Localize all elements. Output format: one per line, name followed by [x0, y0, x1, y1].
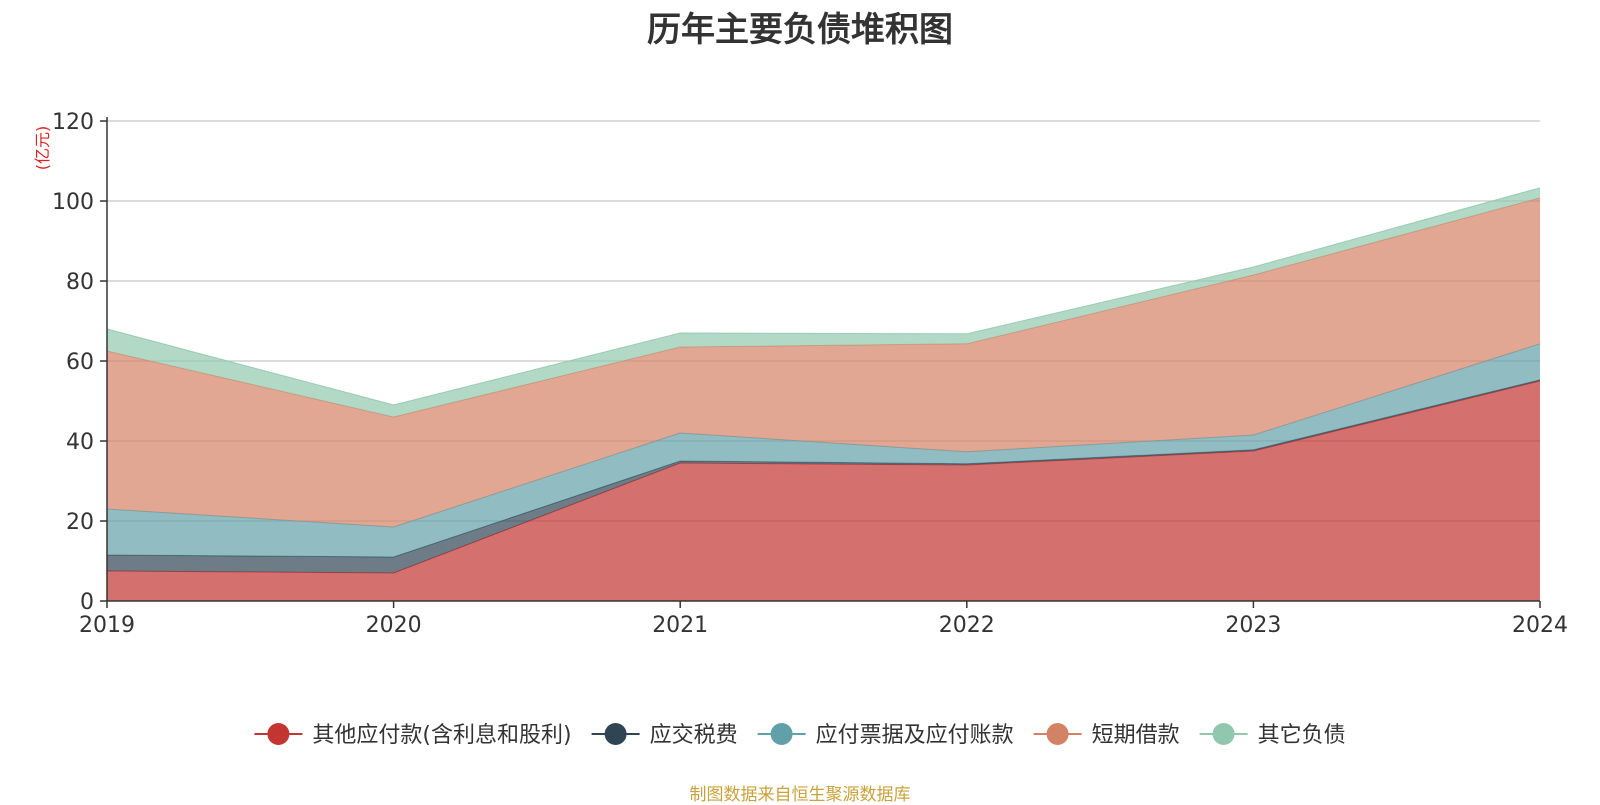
- legend-marker: [1046, 723, 1069, 745]
- y-tick-label: 80: [66, 270, 94, 295]
- x-tick-label: 2024: [1512, 613, 1568, 638]
- chart-title: 历年主要负债堆积图: [647, 10, 953, 50]
- y-tick-label: 20: [66, 510, 94, 535]
- source-note: 制图数据来自恒生聚源数据库: [689, 785, 911, 805]
- legend-label: 短期借款: [1092, 723, 1180, 748]
- legend-item-2[interactable]: 应交税费: [591, 723, 738, 748]
- x-tick-label: 2021: [652, 613, 708, 638]
- x-tick-label: 2019: [79, 613, 135, 638]
- legend-label: 其它负债: [1258, 723, 1346, 748]
- x-tick-label: 2020: [366, 613, 422, 638]
- area-4: [107, 197, 1540, 528]
- legend: 其他应付款(含利息和股利) 应交税费 应付票据及应付账款 短期借款 其它负债: [254, 723, 1346, 748]
- x-tick-label: 2022: [939, 613, 995, 638]
- legend-marker: [267, 723, 290, 745]
- y-tick-label: 40: [66, 430, 94, 455]
- x-tick-label: 2023: [1225, 613, 1281, 638]
- legend-label: 应付票据及应付账款: [816, 723, 1014, 748]
- y-tick-label: 100: [52, 190, 94, 215]
- y-axis-unit-label: (亿元): [33, 126, 52, 171]
- legend-item-1[interactable]: 其他应付款(含利息和股利): [254, 723, 572, 748]
- y-tick-label: 60: [66, 350, 94, 375]
- legend-marker: [604, 723, 627, 745]
- area-top-line-5: [106, 187, 1541, 406]
- axes: 0 20 40 60 80 100 120 2019 2020 2021 2022 2023 2024: [52, 110, 1568, 638]
- legend-label: 应交税费: [650, 723, 738, 748]
- legend-item-4[interactable]: 短期借款: [1033, 723, 1180, 748]
- legend-label: 其他应付款(含利息和股利): [312, 723, 571, 748]
- legend-item-5[interactable]: 其它负债: [1199, 723, 1346, 748]
- legend-marker: [1212, 723, 1235, 745]
- area-series: [106, 187, 1541, 601]
- y-tick-label: 0: [80, 590, 94, 615]
- legend-item-3[interactable]: 应付票据及应付账款: [757, 723, 1014, 748]
- y-tick-label: 120: [52, 110, 94, 135]
- legend-marker: [770, 723, 793, 745]
